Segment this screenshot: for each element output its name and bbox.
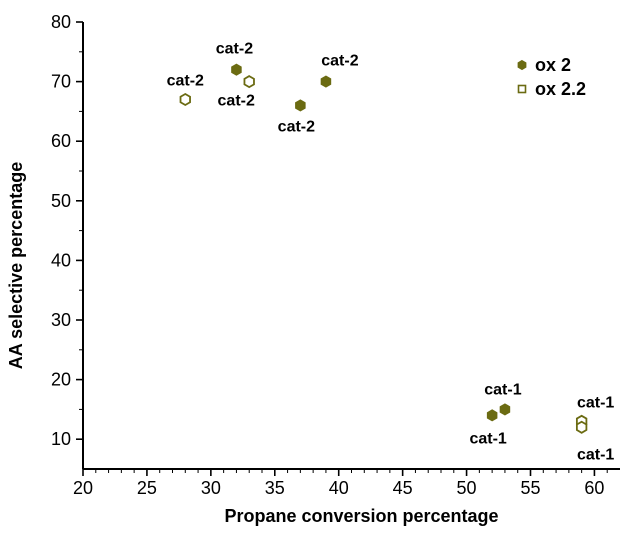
y-axis-title: AA selective percentage — [6, 162, 26, 369]
data-points — [179, 63, 588, 434]
x-tick-label: 25 — [137, 478, 157, 498]
filled-hexagon-point — [499, 403, 511, 416]
point-label: cat-1 — [577, 446, 614, 463]
legend-marker-open-square — [517, 84, 527, 94]
point-label: cat-1 — [484, 381, 521, 398]
point-label: cat-2 — [216, 41, 253, 58]
point-labels: cat-2 cat-2 cat-2 cat-1 cat-1 cat-2 cat-2 cat-1… — [167, 41, 615, 464]
filled-hexagon-point — [231, 63, 242, 76]
legend-marker-filled-hexagon — [517, 59, 527, 71]
legend: ox 2 ox 2.2 — [517, 55, 586, 99]
x-tick-label: 50 — [457, 478, 477, 498]
y-tick-label: 40 — [51, 250, 71, 270]
x-tick-label: 20 — [73, 478, 93, 498]
y-tick-label: 50 — [51, 191, 71, 211]
tick-marks: 20 25 30 35 40 45 50 55 60 10 20 30 40 50 60 70 80 — [51, 12, 608, 498]
y-tick-label: 10 — [51, 429, 71, 449]
filled-hexagon-point — [295, 99, 306, 112]
x-tick-label: 30 — [201, 478, 221, 498]
x-tick-label: 35 — [265, 478, 285, 498]
point-label: cat-2 — [218, 93, 255, 110]
y-tick-label: 30 — [51, 310, 71, 330]
y-tick-label: 70 — [51, 72, 71, 92]
open-hexagon-point — [179, 92, 191, 107]
point-label: cat-2 — [321, 53, 358, 70]
y-tick-label: 80 — [51, 12, 71, 32]
x-tick-label: 55 — [520, 478, 540, 498]
filled-hexagon-point — [486, 409, 498, 422]
point-label: cat-1 — [577, 394, 614, 411]
open-hexagon-point — [243, 75, 255, 89]
open-hexagon-point — [575, 420, 588, 434]
x-axis-title: Propane conversion percentage — [224, 506, 498, 526]
y-tick-label: 20 — [51, 370, 71, 390]
x-tick-label: 40 — [329, 478, 349, 498]
x-tick-label: 45 — [393, 478, 413, 498]
legend-label: ox 2.2 — [535, 79, 586, 99]
legend-label: ox 2 — [535, 55, 571, 75]
point-label: cat-2 — [167, 72, 204, 89]
point-label: cat-1 — [469, 430, 506, 447]
y-tick-label: 60 — [51, 131, 71, 151]
point-label: cat-2 — [278, 118, 315, 135]
filled-hexagon-point — [320, 75, 332, 88]
x-tick-label: 60 — [584, 478, 604, 498]
